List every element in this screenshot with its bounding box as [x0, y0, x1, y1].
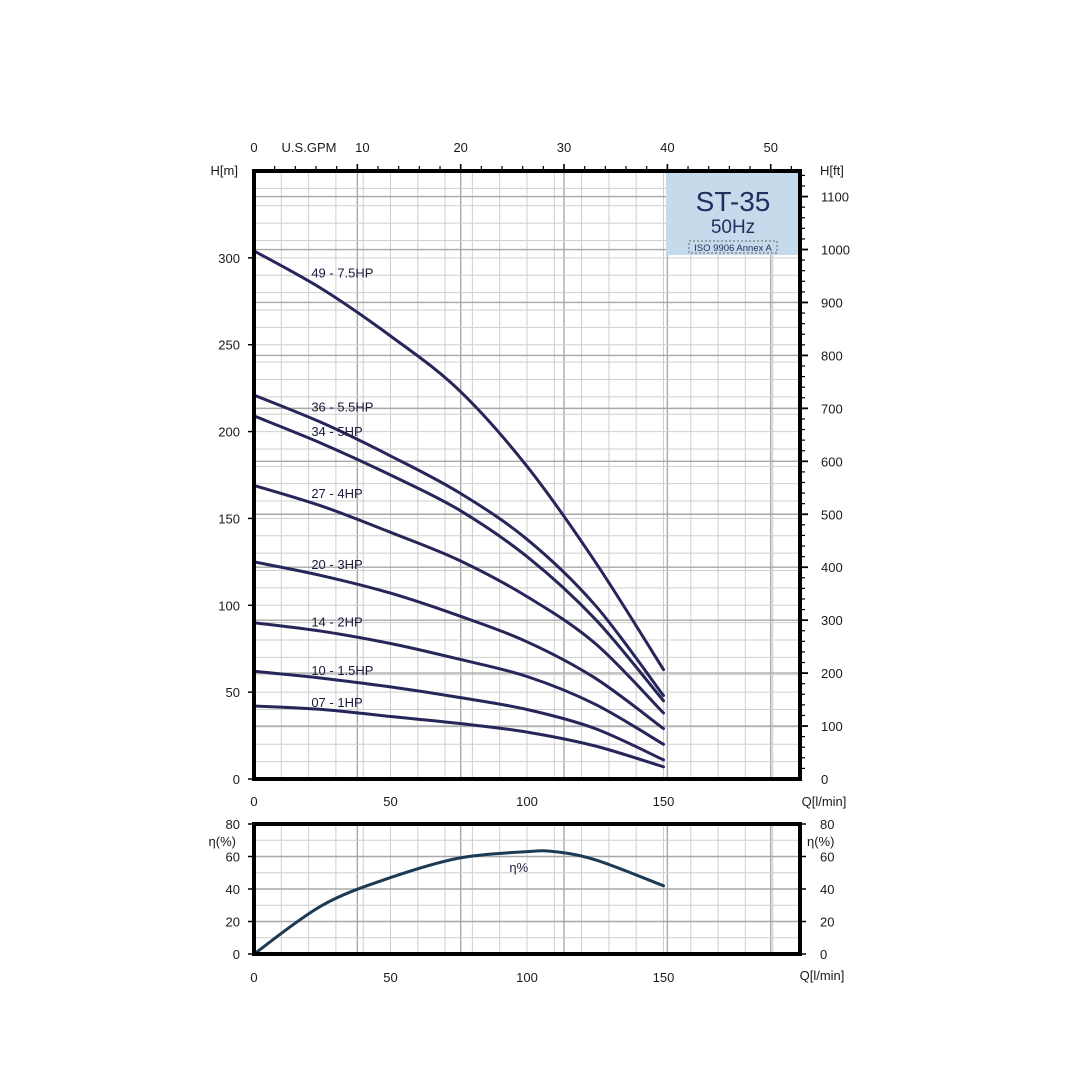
y-tick-label-right: 1100	[821, 190, 849, 205]
top-axis-label: U.S.GPM	[282, 140, 337, 155]
series-label: 07 - 1HP	[311, 695, 362, 710]
series-label: 14 - 2HP	[311, 615, 362, 630]
head-curve	[252, 483, 665, 715]
eff-y-tick-label-left: 0	[233, 947, 240, 962]
eff-y-tick-label-right: 60	[820, 850, 834, 865]
series-label: 27 - 4HP	[311, 486, 362, 501]
y-tick-label-right: 400	[821, 560, 843, 575]
series-label: 34 - 5HP	[311, 424, 362, 439]
head-curve	[252, 393, 665, 698]
y-tick-label-left: 100	[218, 598, 240, 613]
y-tick-label-left: 0	[233, 772, 240, 787]
y-tick-label-right: 900	[821, 295, 843, 310]
eff-x-tick-label: 50	[383, 970, 397, 985]
main-chart-labels: 0501001502002503000100200300400500600700…	[211, 140, 850, 809]
y-tick-label-right: 100	[821, 719, 843, 734]
eff-y-axis-label-left: η(%)	[209, 834, 236, 849]
top-tick-label: 50	[763, 140, 777, 155]
top-tick-label: 30	[557, 140, 571, 155]
eff-x-tick-label: 150	[653, 970, 675, 985]
eff-x-tick-label: 100	[516, 970, 538, 985]
y-tick-label-left: 200	[218, 425, 240, 440]
y-tick-label-right: 800	[821, 348, 843, 363]
efficiency-chart-grid	[254, 824, 800, 954]
y-axis-label-right: H[ft]	[820, 163, 844, 178]
head-curves	[252, 249, 665, 769]
legend-title: ST-35	[696, 186, 771, 217]
top-tick-label: 40	[660, 140, 674, 155]
head-curve	[252, 669, 665, 762]
x-axis-label: Q[l/min]	[802, 794, 847, 809]
x-tick-label: 150	[653, 794, 675, 809]
legend-note: ISO 9906 Annex A	[694, 243, 772, 254]
head-curve	[252, 249, 665, 672]
eff-y-tick-label-right: 80	[820, 817, 834, 832]
eff-y-tick-label-right: 20	[820, 915, 834, 930]
y-tick-label-right: 700	[821, 401, 843, 416]
head-curve	[252, 560, 665, 731]
eff-y-tick-label-left: 40	[226, 882, 240, 897]
legend-box-background	[666, 173, 798, 255]
eff-y-tick-label-left: 20	[226, 915, 240, 930]
y-tick-label-left: 50	[226, 685, 240, 700]
x-tick-label: 100	[516, 794, 538, 809]
eff-x-tick-label: 0	[250, 970, 257, 985]
legend-note-box	[688, 240, 778, 254]
series-label: 36 - 5.5HP	[311, 399, 373, 414]
efficiency-curves	[252, 849, 665, 956]
main-chart-frame	[252, 169, 802, 781]
y-tick-label-right: 200	[821, 666, 843, 681]
y-axis-label-left: H[m]	[211, 163, 238, 178]
y-tick-label-left: 300	[218, 251, 240, 266]
top-tick-label: 0	[250, 140, 257, 155]
eff-y-tick-label-right: 0	[820, 947, 827, 962]
eff-x-axis-label: Q[l/min]	[800, 968, 845, 983]
eff-y-tick-label-left: 60	[226, 850, 240, 865]
eff-y-axis-label-right: η(%)	[807, 834, 834, 849]
head-curve	[252, 414, 665, 703]
legend-subtitle: 50Hz	[711, 217, 755, 238]
y-tick-label-left: 250	[218, 338, 240, 353]
eff-y-tick-label-right: 40	[820, 882, 834, 897]
top-tick-label: 10	[355, 140, 369, 155]
legend-box: ST-35 50Hz ISO 9906 Annex A	[666, 173, 798, 255]
x-tick-label: 0	[250, 794, 257, 809]
y-tick-label-right: 600	[821, 454, 843, 469]
series-label: 10 - 1.5HP	[311, 663, 373, 678]
series-label: 20 - 3HP	[311, 557, 362, 572]
head-curve	[252, 621, 665, 746]
efficiency-series-label: η%	[509, 860, 528, 875]
main-chart-grid	[254, 171, 800, 779]
series-label: 49 - 7.5HP	[311, 265, 373, 280]
y-tick-label-right: 500	[821, 507, 843, 522]
top-tick-label: 20	[453, 140, 467, 155]
y-tick-label-right: 300	[821, 613, 843, 628]
efficiency-curve	[252, 849, 665, 956]
eff-y-tick-label-left: 80	[226, 817, 240, 832]
y-tick-label-left: 150	[218, 511, 240, 526]
y-tick-label-right: 1000	[821, 243, 850, 258]
y-tick-label-right: 0	[821, 772, 828, 787]
x-tick-label: 50	[383, 794, 397, 809]
head-curve	[252, 704, 665, 769]
